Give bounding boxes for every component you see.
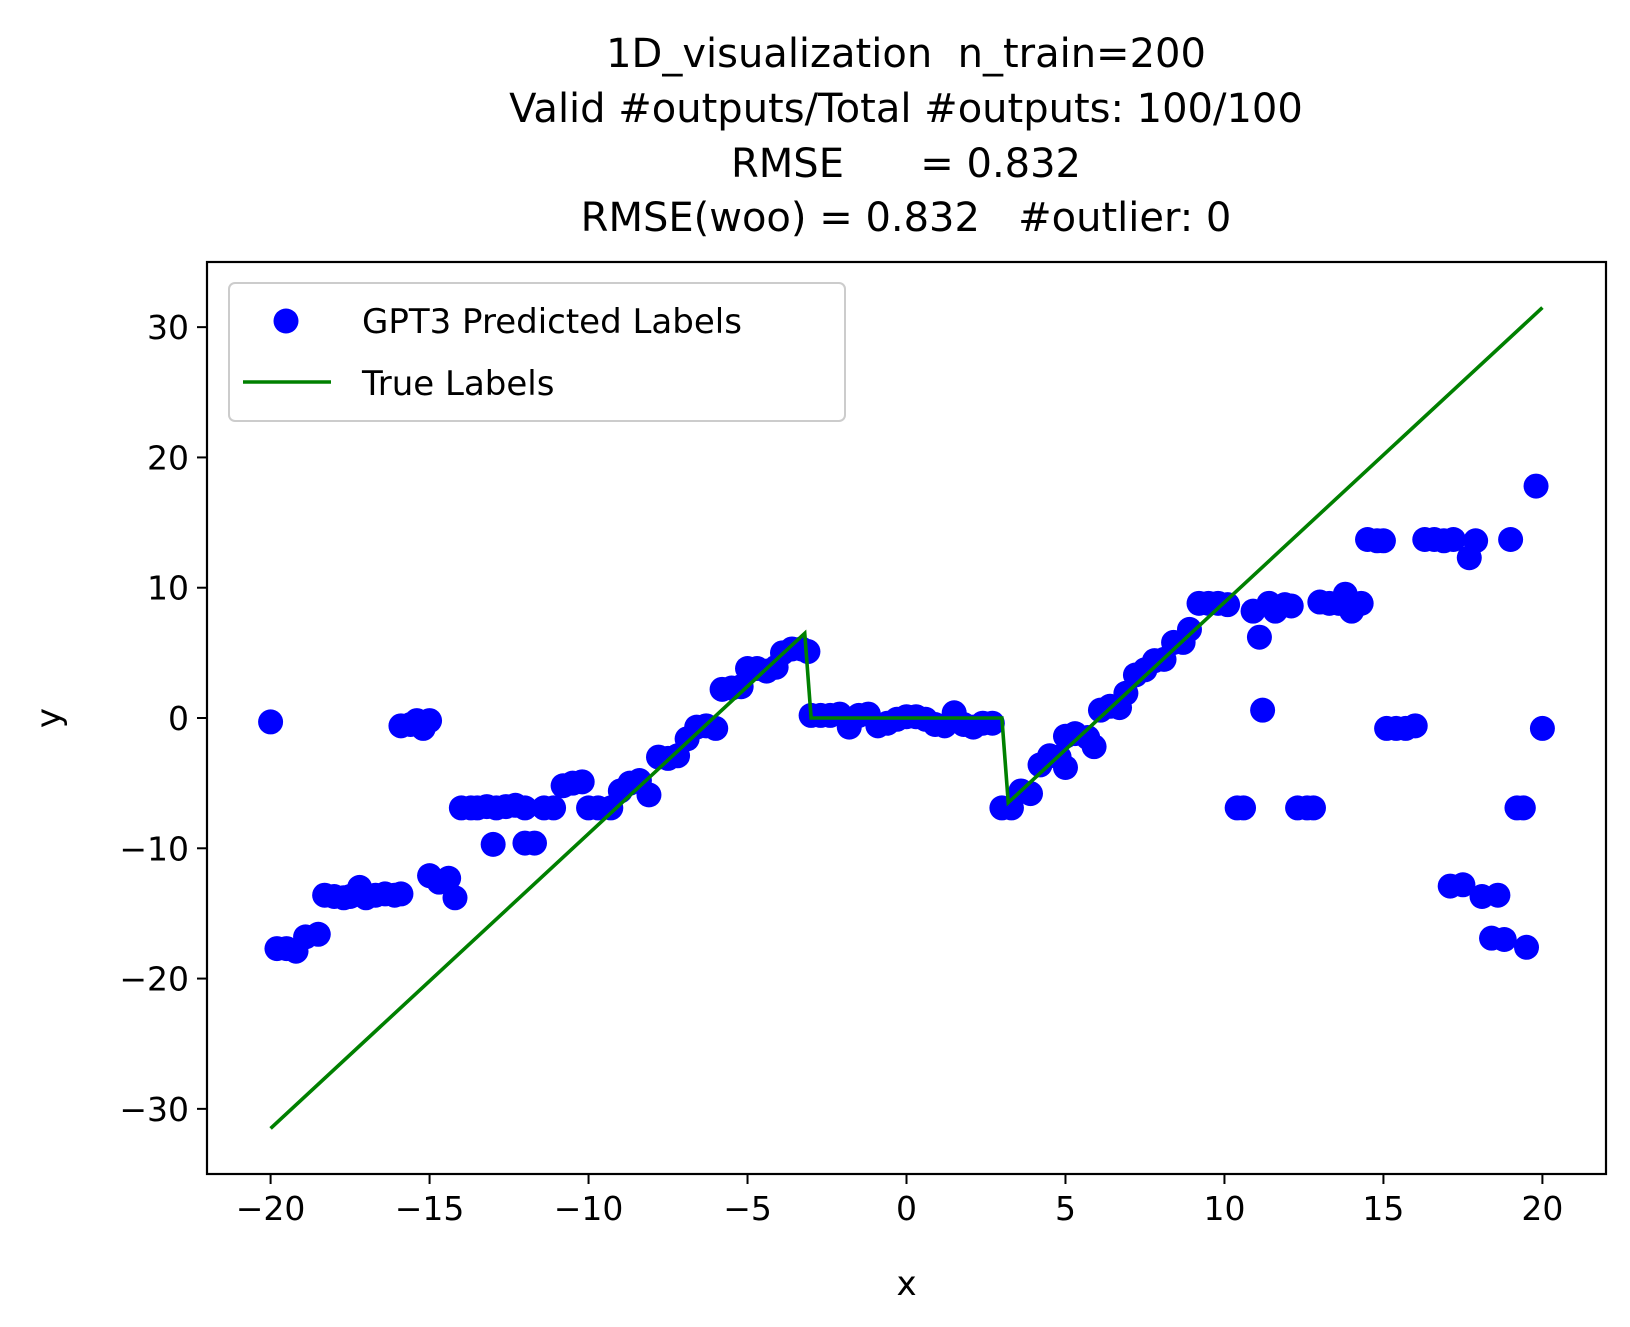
predicted-point: [1529, 715, 1555, 741]
predicted-point: [1514, 934, 1540, 960]
x-tick-label: −10: [554, 1189, 624, 1228]
legend: GPT3 Predicted Labels True Labels: [228, 282, 846, 422]
predicted-point: [417, 708, 443, 734]
legend-label-predicted: GPT3 Predicted Labels: [362, 302, 742, 342]
predicted-point: [1491, 926, 1517, 952]
predicted-point: [442, 885, 468, 911]
predicted-point: [1176, 616, 1202, 642]
x-tick-label: 10: [1203, 1189, 1245, 1228]
predicted-point: [1510, 795, 1536, 821]
legend-label-true: True Labels: [361, 364, 554, 404]
y-tick-label: 10: [147, 569, 189, 608]
y-tick-label: −30: [119, 1090, 189, 1129]
y-tick-label: 0: [168, 699, 189, 738]
y-tick-label: 20: [147, 438, 189, 477]
x-tick-label: 15: [1362, 1189, 1404, 1228]
true-labels-line: [269, 306, 1544, 1130]
predicted-point: [1231, 795, 1257, 821]
predicted-point: [703, 715, 729, 741]
predicted-point: [1018, 781, 1043, 807]
predicted-point: [1463, 528, 1489, 554]
predicted-point: [512, 795, 538, 821]
predicted-point: [1250, 697, 1276, 723]
predicted-point: [305, 921, 331, 947]
predicted-point: [569, 769, 595, 795]
predicted-point: [388, 881, 414, 907]
predicted-point: [1402, 713, 1428, 739]
predicted-point: [1215, 592, 1241, 618]
y-tick-label: −10: [119, 829, 189, 868]
y-tick-label: −20: [119, 960, 189, 999]
title-line-2: Valid #outputs/Total #outputs: 100/100: [509, 86, 1303, 132]
predicted-point: [795, 639, 821, 665]
x-tick-label: 0: [896, 1189, 917, 1228]
predicted-point: [1450, 872, 1476, 898]
series-layer: [258, 306, 1555, 1130]
predicted-point: [1485, 882, 1511, 908]
predicted-point: [1523, 473, 1549, 499]
predicted-point: [541, 795, 567, 821]
axes: −20 −15 −10 −5 0 5 10 15 20 −30 −20 −10 0 10 20 30 x y: [29, 260, 1608, 1304]
x-tick-label: −5: [723, 1189, 772, 1228]
predicted-point: [1081, 734, 1107, 760]
x-tick-label: 5: [1055, 1189, 1076, 1228]
y-axis-label: y: [29, 708, 69, 728]
predicted-point: [1348, 590, 1374, 616]
x-tick-label: −20: [236, 1189, 306, 1228]
legend-box: [228, 282, 846, 422]
predicted-point: [1300, 795, 1326, 821]
chart-title: 1D_visualization n_train=200 Valid #outpu…: [509, 31, 1303, 241]
predicted-point: [258, 709, 284, 735]
x-tick-label: 20: [1521, 1189, 1563, 1228]
predicted-point: [1370, 528, 1396, 554]
predicted-point: [1246, 624, 1272, 650]
title-line-1: 1D_visualization n_train=200: [606, 31, 1206, 77]
predicted-point: [521, 830, 547, 856]
x-axis-label: x: [896, 1264, 916, 1304]
predicted-point: [1498, 527, 1524, 553]
y-tick-label: 30: [147, 308, 189, 347]
x-tick-label: −15: [395, 1189, 465, 1228]
predicted-point: [636, 782, 662, 808]
title-line-3: RMSE = 0.832: [731, 141, 1081, 187]
predicted-point: [1278, 593, 1304, 619]
predicted-point: [1440, 527, 1466, 553]
predicted-point: [480, 831, 506, 857]
predicted-point: [436, 865, 462, 891]
legend-marker-predicted: [273, 308, 299, 334]
title-line-4: RMSE(woo) = 0.832 #outlier: 0: [581, 195, 1232, 241]
predicted-point: [1052, 755, 1078, 781]
